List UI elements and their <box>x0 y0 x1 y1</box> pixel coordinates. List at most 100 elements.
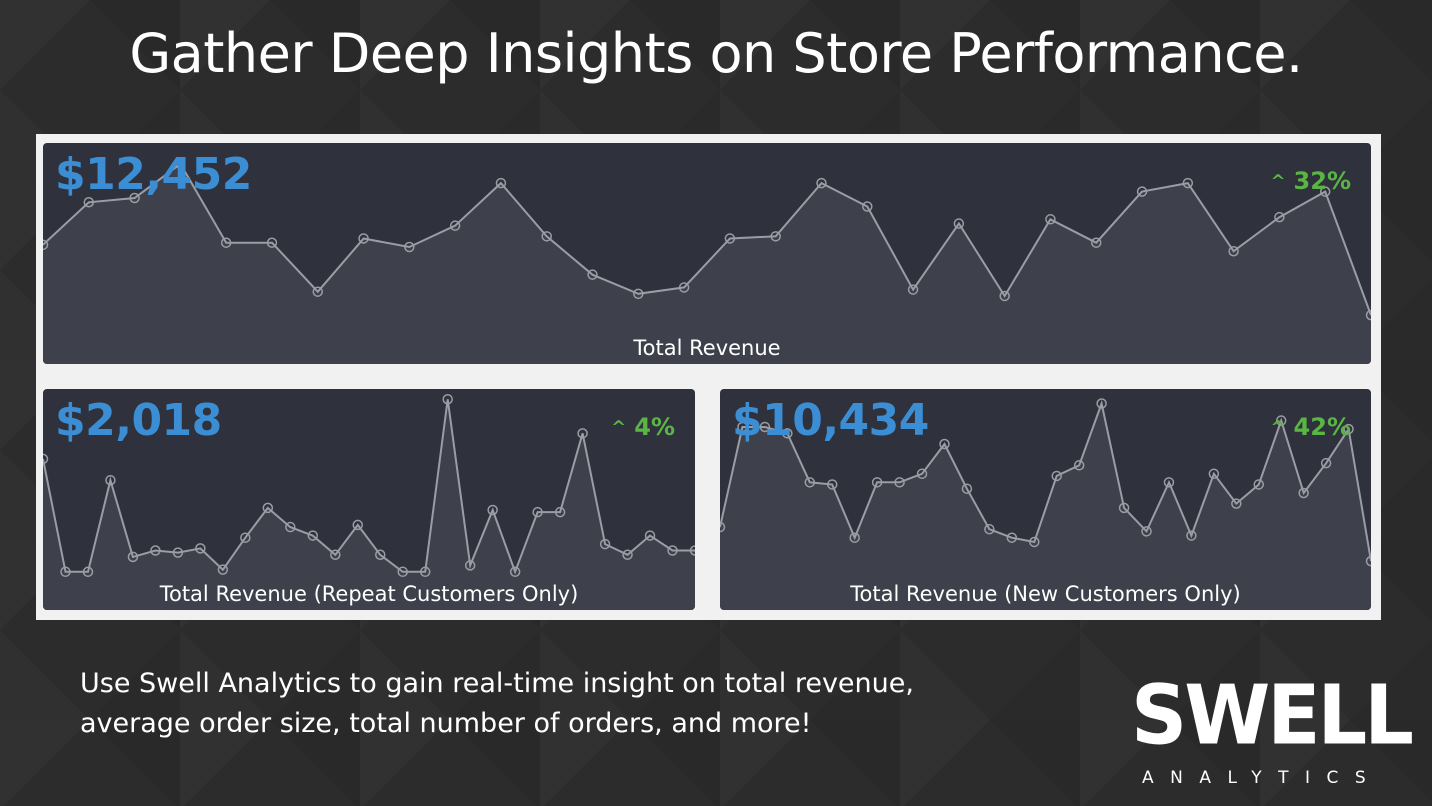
total-revenue-label: Total Revenue <box>633 336 781 360</box>
chart-area-fill <box>720 403 1371 610</box>
chart-point <box>220 237 232 248</box>
chart-point <box>1096 398 1107 409</box>
chart-point <box>782 428 793 439</box>
total-revenue-change-value: 32% <box>1293 167 1351 195</box>
chart-area-fill <box>43 399 695 610</box>
chart-point <box>1274 211 1285 223</box>
chart-point <box>871 477 883 488</box>
chart-point <box>577 428 588 439</box>
chart-point <box>599 538 611 550</box>
chart-point <box>487 504 498 516</box>
chart-point <box>307 530 319 541</box>
tagline: Use Swell Analytics to gain real-time in… <box>80 664 1080 744</box>
chart-point <box>689 545 695 556</box>
repeat-customers-panel: $2,018 ^ 4% Total Revenue (Repeat Custome… <box>43 389 695 610</box>
chart-point <box>266 237 278 248</box>
chart-point <box>1090 237 1102 248</box>
chart-point <box>82 566 94 578</box>
total-revenue-amount: $12,452 <box>55 149 252 200</box>
tagline-line-2: average order size, total number of orde… <box>80 708 812 739</box>
chart-point <box>907 284 919 295</box>
chart-point <box>175 158 186 170</box>
chart-point <box>1136 186 1148 197</box>
chart-point <box>195 543 206 554</box>
chart-point <box>495 177 507 189</box>
total-revenue-change: ^ 32% <box>1270 167 1351 195</box>
chart-point <box>1298 487 1309 499</box>
chart-point <box>849 532 860 543</box>
new-customers-change: ^ 42% <box>1270 413 1351 441</box>
chart-point <box>449 220 461 231</box>
chart-point <box>816 177 827 189</box>
chart-point <box>953 218 965 229</box>
repeat-customers-amount: $2,018 <box>55 395 222 446</box>
chart-point <box>1141 526 1152 537</box>
chart-point <box>464 560 476 571</box>
chart-point <box>1073 460 1085 471</box>
dashboard-screenshot: $12,452 ^ 32% Total Revenue $2,018 ^ 4% To… <box>36 134 1381 620</box>
chart-point <box>1051 470 1062 482</box>
new-customers-change-value: 42% <box>1293 413 1351 441</box>
repeat-customers-chart <box>43 394 695 610</box>
swell-analytics-logo: SWELL ANALYTICS <box>1128 669 1414 790</box>
chart-point <box>217 564 229 575</box>
chart-point <box>961 483 973 494</box>
chart-point <box>129 192 140 204</box>
chart-point <box>678 282 690 293</box>
chart-point <box>442 394 453 405</box>
chart-point <box>43 453 49 465</box>
chart-point <box>419 566 431 578</box>
chart-point <box>894 477 905 488</box>
chart-point <box>644 530 656 541</box>
total-revenue-panel: $12,452 ^ 32% Total Revenue <box>43 143 1371 364</box>
chart-point <box>1182 177 1194 189</box>
repeat-customers-change: ^ 4% <box>611 413 675 441</box>
chart-point <box>43 239 49 251</box>
chart-point <box>397 566 408 578</box>
chart-point <box>240 532 251 543</box>
new-customers-amount: $10,434 <box>732 395 929 446</box>
chart-point <box>1208 468 1220 480</box>
chart-point <box>1253 479 1265 490</box>
chart-point <box>541 231 552 242</box>
chart-point <box>1006 532 1018 543</box>
chart-point <box>330 549 341 560</box>
chart-point <box>720 521 726 533</box>
chart-point <box>1029 536 1040 548</box>
chart-point <box>532 506 543 518</box>
tagline-line-1: Use Swell Analytics to gain real-time in… <box>80 668 914 699</box>
chart-point <box>83 197 95 208</box>
chart-point <box>150 545 161 556</box>
chart-point <box>509 566 521 578</box>
caret-up-icon: ^ <box>611 417 627 438</box>
chart-point <box>667 545 678 556</box>
chart-point <box>984 523 995 535</box>
chart-point <box>374 549 386 560</box>
chart-point <box>622 549 633 560</box>
total-revenue-chart <box>43 158 1371 364</box>
chart-point <box>587 269 598 280</box>
chart-point <box>1320 457 1332 469</box>
new-customers-panel: $10,434 ^ 42% Total Revenue (New Customer… <box>720 389 1371 610</box>
caret-up-icon: ^ <box>1270 171 1286 192</box>
chart-point <box>939 438 950 450</box>
chart-point <box>1365 555 1371 567</box>
page-title: Gather Deep Insights on Store Performanc… <box>129 22 1303 85</box>
chart-point <box>1045 214 1056 225</box>
chart-point <box>999 290 1010 302</box>
chart-line <box>43 162 1371 316</box>
logo-subtitle: ANALYTICS <box>1142 768 1383 788</box>
chart-point <box>358 233 369 244</box>
new-customers-label: Total Revenue (New Customers Only) <box>850 582 1241 606</box>
chart-point <box>1365 309 1371 321</box>
chart-point <box>804 477 816 488</box>
chart-point <box>1343 423 1354 435</box>
chart-point <box>352 519 364 531</box>
chart-point <box>770 231 781 242</box>
chart-point <box>1163 477 1175 488</box>
chart-point <box>105 474 116 486</box>
repeat-customers-label: Total Revenue (Repeat Customers Only) <box>159 582 579 606</box>
chart-point <box>1319 186 1331 197</box>
chart-point <box>633 288 644 300</box>
chart-point <box>1228 245 1239 257</box>
